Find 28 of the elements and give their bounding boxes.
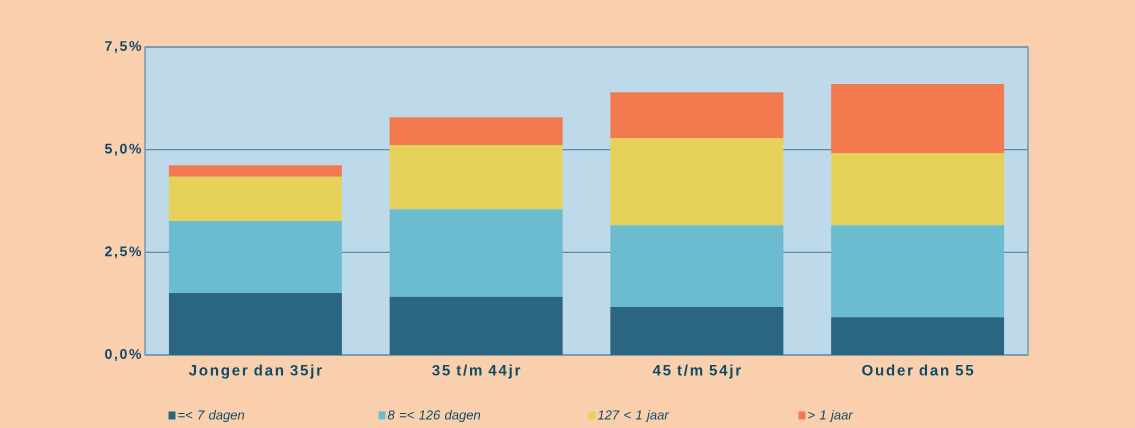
y-tick-label: 7,5%	[105, 41, 142, 53]
x-tick-label: Ouder dan 55	[862, 364, 974, 376]
bar	[610, 225, 784, 307]
bar	[610, 138, 784, 226]
bar	[610, 306, 784, 355]
bar	[610, 92, 784, 139]
bar	[389, 145, 563, 210]
legend-label: =< 7 dagen	[178, 410, 245, 423]
bar	[389, 209, 563, 297]
y-tick-label: 2,5%	[105, 246, 142, 259]
x-tick-label: 35 t/m 44jr	[432, 364, 521, 379]
x-tick-label: Jonger dan 35jr	[188, 364, 322, 379]
legend-label: > 1 jaar	[808, 410, 854, 423]
bar	[168, 221, 342, 293]
bar	[389, 117, 563, 146]
x-tick-label: 45 t/m 54jr	[652, 364, 741, 379]
y-tick-label: 0,0%	[105, 349, 142, 361]
bar	[168, 165, 342, 177]
bar	[389, 296, 563, 355]
bar	[831, 83, 1005, 153]
bar	[831, 152, 1005, 226]
bar	[168, 292, 342, 355]
y-tick-label: 5,0%	[104, 143, 142, 156]
bar	[831, 225, 1005, 318]
legend-label: 8 =< 126 dagen	[387, 410, 481, 423]
bar	[831, 317, 1005, 355]
legend-label: 127 < 1 jaar	[597, 410, 670, 423]
bar	[168, 176, 342, 222]
